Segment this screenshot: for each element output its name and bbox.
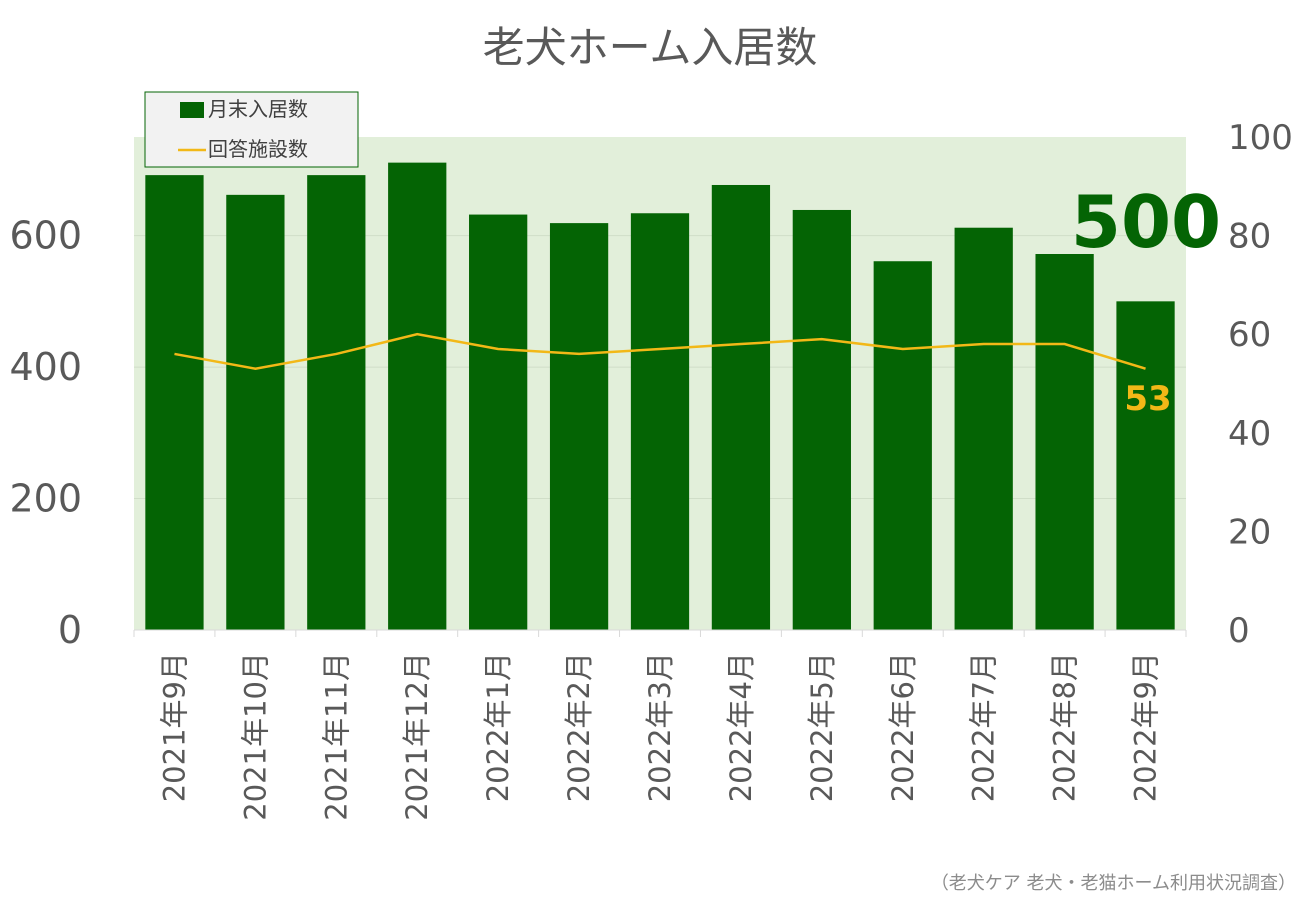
data-labels: 500 53	[1071, 180, 1221, 419]
source-note: （老犬ケア 老犬・老猫ホーム利用状況調査）	[931, 873, 1296, 894]
x-axis-tick-label: 2022年8月	[1048, 652, 1082, 802]
bars	[145, 162, 1175, 631]
bar	[711, 184, 771, 630]
x-axis-tick-label: 2021年9月	[157, 652, 191, 802]
axes: 0 200 400 600 0 20 40 60 80 100 2021年9月 2021年10月 202…	[9, 118, 1292, 821]
legend-bar-label: 月末入居数	[208, 97, 308, 121]
line-series-path	[174, 332, 1146, 370]
bar	[954, 227, 1013, 630]
x-axis-tick-label: 2021年10月	[238, 652, 272, 821]
bar	[630, 213, 690, 630]
left-axis-tick-label: 0	[58, 608, 82, 652]
legend-line-label: 回答施設数	[208, 137, 308, 161]
x-axis-tick-label: 2022年6月	[886, 652, 920, 802]
legend-bar-swatch	[180, 102, 204, 118]
chart-title: 老犬ホーム入居数	[483, 23, 818, 72]
bar	[388, 162, 447, 631]
left-axis-tick-label: 400	[9, 345, 82, 389]
bar	[873, 261, 932, 630]
bar	[469, 214, 528, 630]
x-axis-tick-label: 2021年11月	[319, 652, 353, 821]
line-value-label: 53	[1124, 379, 1171, 419]
bar	[792, 209, 851, 631]
bar	[1035, 254, 1094, 630]
bar	[307, 175, 366, 630]
right-axis-tick-label: 40	[1228, 414, 1271, 454]
bar	[226, 194, 285, 630]
right-axis-tick-label: 100	[1228, 118, 1293, 158]
x-axis-tick-label: 2022年5月	[805, 652, 839, 802]
bar	[1116, 301, 1175, 630]
right-axis-tick-label: 0	[1228, 611, 1250, 651]
x-axis-tick-label: 2022年9月	[1129, 652, 1163, 802]
legend: 月末入居数 回答施設数	[144, 91, 359, 168]
left-axis-tick-label: 600	[9, 214, 82, 258]
right-axis-tick-label: 60	[1228, 315, 1271, 355]
bar	[145, 175, 204, 630]
x-axis-tick-label: 2022年4月	[724, 652, 758, 802]
right-axis-tick-label: 20	[1228, 512, 1271, 552]
x-axis-tick-label: 2022年2月	[562, 652, 596, 802]
line-series	[174, 332, 1146, 370]
x-axis-tick-label: 2021年12月	[400, 652, 434, 821]
x-axis-tick-label: 2022年7月	[967, 652, 1001, 802]
bar	[549, 223, 609, 631]
x-axis-tick-label: 2022年3月	[643, 652, 677, 802]
right-axis-tick-label: 80	[1228, 217, 1271, 257]
x-axis-tick-label: 2022年1月	[481, 652, 515, 802]
bar-value-label: 500	[1071, 180, 1221, 264]
left-axis-tick-label: 200	[9, 477, 82, 521]
